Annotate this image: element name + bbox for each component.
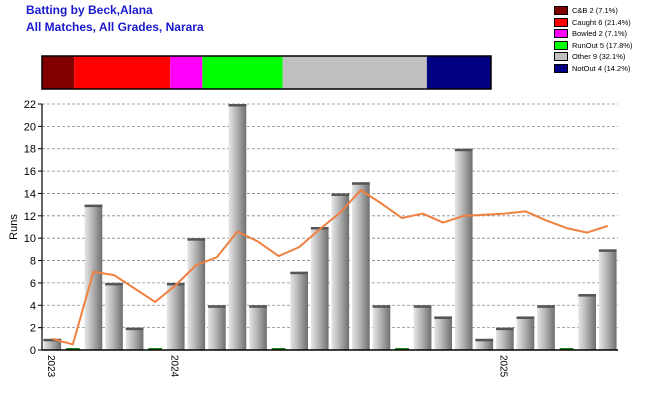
dismissal-segment-runout: [202, 56, 283, 89]
legend-swatch: [554, 6, 568, 15]
bar: [537, 305, 555, 350]
bar: [454, 148, 473, 350]
bar-top: [331, 193, 350, 196]
legend-swatch: [554, 17, 568, 27]
bar-top: [290, 271, 308, 275]
bar-top: [454, 148, 473, 152]
bar: [43, 338, 62, 350]
bar-top: [372, 305, 391, 308]
bar: [372, 305, 391, 350]
bar-top: [352, 182, 370, 185]
legend-item-caught: Caught 6 (21.4%): [554, 17, 646, 28]
y-axis-label: Runs: [8, 214, 20, 240]
bar-top: [125, 327, 144, 331]
bar-zero-marker: [66, 348, 80, 350]
y-tick-label: 4: [30, 300, 36, 312]
bar: [187, 238, 206, 350]
bar-top: [475, 338, 494, 342]
bar-top: [413, 305, 432, 308]
bar: [352, 182, 370, 350]
y-tick-label: 14: [24, 188, 36, 200]
x-tick-label: 2024: [168, 355, 179, 378]
bar-zero-marker: [395, 348, 409, 350]
dismissal-segment-other: [282, 56, 427, 89]
dismissal-segment-notout: [426, 56, 491, 89]
bar: [228, 104, 247, 350]
bar-zero-marker: [271, 348, 286, 350]
legend-item-cb: C&B 2 (7.1%): [554, 5, 646, 16]
bar: [496, 327, 514, 350]
legend-label: RunOut 5 (17.8%): [572, 40, 633, 50]
bar-top: [516, 316, 535, 319]
y-tick-label: 8: [30, 256, 36, 268]
bar-top: [537, 305, 555, 308]
bar-top: [208, 305, 226, 308]
bar: [598, 249, 617, 350]
bar-zero-marker: [559, 348, 574, 350]
dismissal-strip-border: [41, 55, 492, 90]
bar: [578, 294, 596, 350]
bar: [310, 227, 329, 350]
bar: [166, 282, 185, 350]
legend-label: Caught 6 (21.4%): [572, 17, 631, 27]
y-tick-label: 12: [24, 211, 36, 223]
legend: C&B 2 (7.1%) Caught 6 (21.4%) Bowled 2 (…: [554, 5, 646, 75]
bar: [516, 316, 535, 350]
legend-swatch: [554, 40, 568, 50]
x-tick-label: 2023: [45, 355, 56, 378]
bar: [208, 305, 226, 350]
legend-item-bowled: Bowled 2 (7.1%): [554, 28, 646, 39]
y-tick-label: 10: [24, 233, 36, 245]
bar-top: [187, 238, 206, 241]
bar-top: [228, 104, 247, 107]
y-tick-label: 2: [30, 323, 36, 335]
dismissal-segment-caught: [74, 56, 171, 89]
bar: [331, 193, 350, 350]
legend-item-other: Other 9 (32.1%): [554, 51, 646, 62]
x-tick-label: 2025: [498, 355, 509, 378]
chart-title: Batting by Beck,Alana: [26, 3, 153, 17]
bar: [84, 204, 103, 350]
legend-label: C&B 2 (7.1%): [572, 6, 618, 15]
bar: [475, 338, 494, 350]
y-tick-label: 22: [24, 99, 36, 111]
bar: [105, 282, 123, 350]
bar: [249, 305, 267, 350]
bar: [290, 271, 308, 350]
bar: [434, 316, 452, 350]
y-tick-label: 18: [24, 144, 36, 156]
bar-top: [43, 338, 62, 342]
chart-subtitle: All Matches, All Grades, Narara: [26, 20, 204, 34]
legend-swatch: [554, 63, 568, 73]
legend-swatch: [554, 29, 568, 39]
bar: [413, 305, 432, 350]
legend-swatch: [554, 52, 568, 62]
bar-top: [578, 294, 596, 297]
legend-label: NotOut 4 (14.2%): [572, 63, 631, 73]
bar-top: [84, 204, 103, 208]
average-line: [52, 189, 609, 346]
bar-top: [496, 327, 514, 331]
dismissal-segment-bowled: [170, 56, 203, 89]
legend-item-notout: NotOut 4 (14.2%): [554, 63, 646, 74]
bar-top: [105, 282, 123, 286]
bar-zero-marker: [148, 348, 162, 350]
y-tick-label: 6: [30, 278, 36, 290]
bar-top: [249, 305, 267, 308]
bar-top: [434, 316, 452, 319]
legend-label: Other 9 (32.1%): [572, 52, 626, 62]
y-tick-label: 20: [24, 121, 36, 133]
bar-top: [598, 249, 617, 252]
dismissal-segment-cb: [42, 56, 75, 89]
bar: [125, 327, 144, 350]
y-tick-label: 0: [30, 345, 36, 357]
legend-label: Bowled 2 (7.1%): [572, 29, 628, 39]
y-tick-label: 16: [24, 166, 36, 178]
legend-item-runout: RunOut 5 (17.8%): [554, 40, 646, 51]
